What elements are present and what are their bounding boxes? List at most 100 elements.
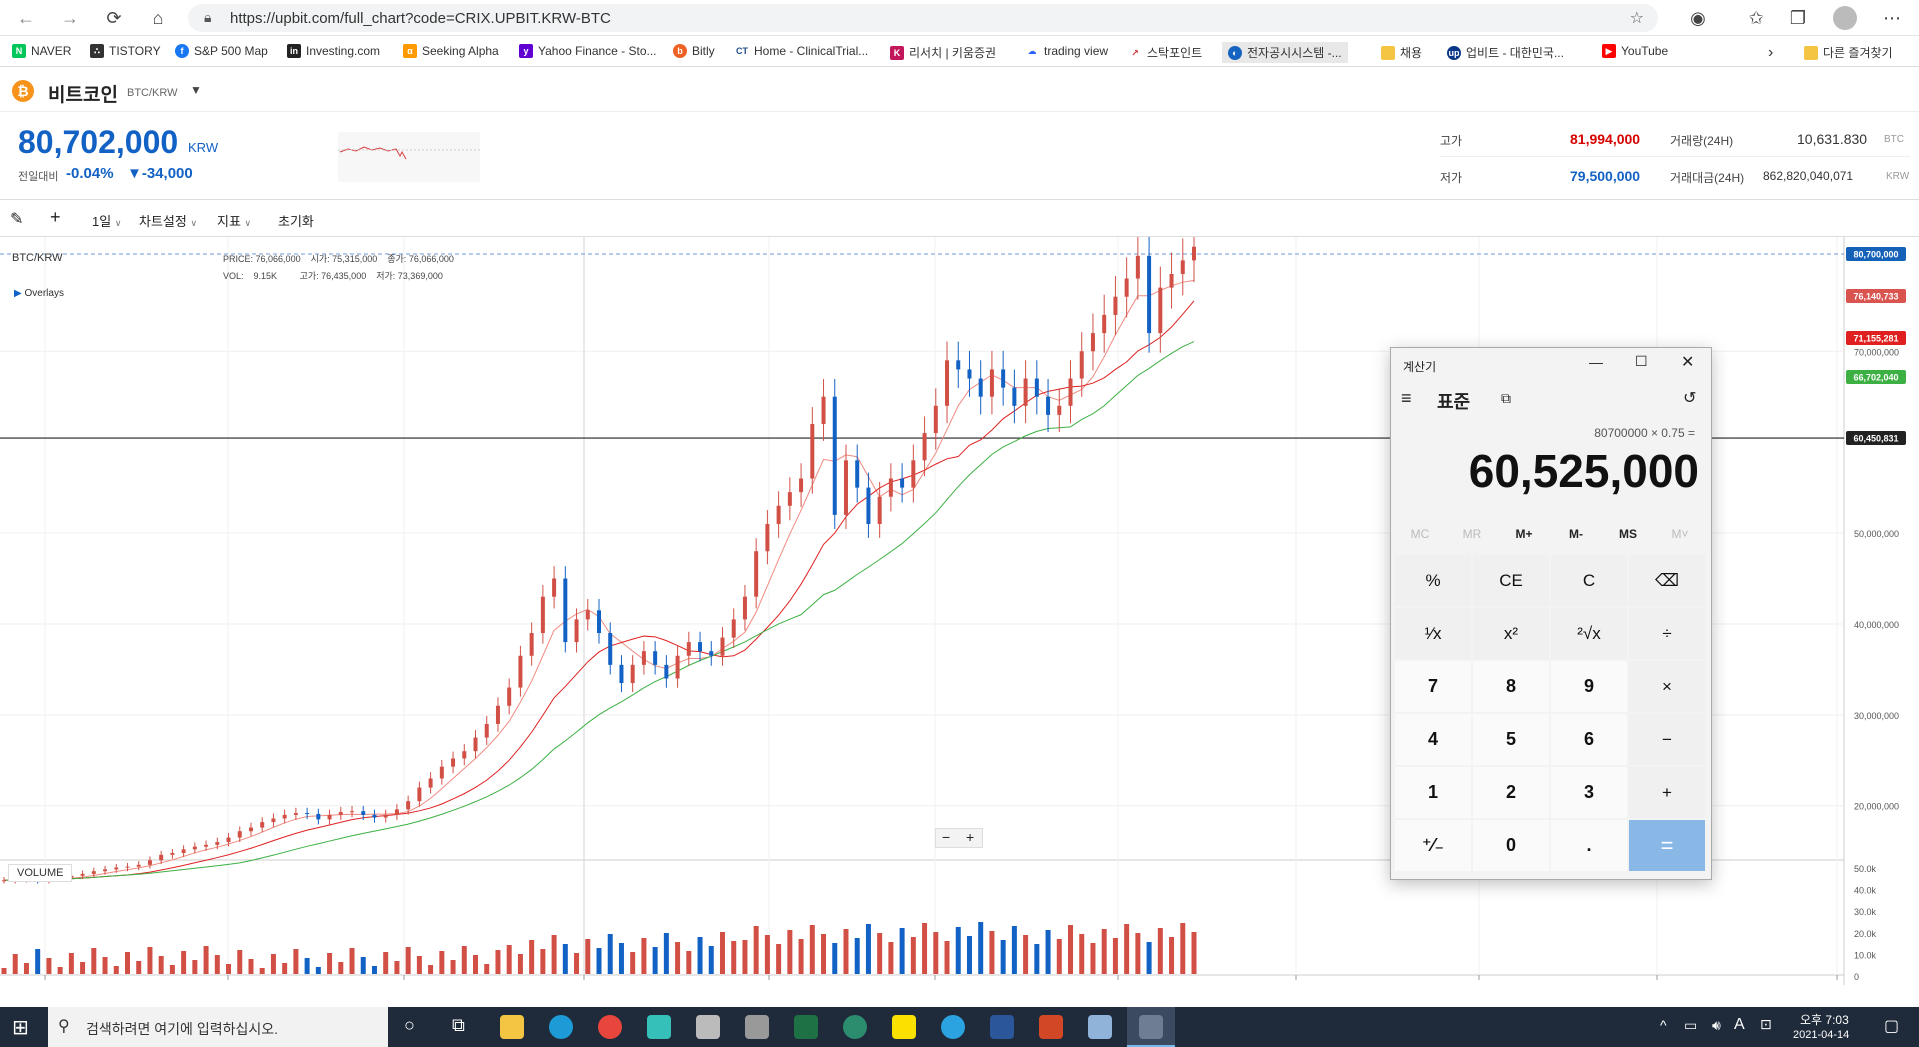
reciprocal-button[interactable]: ¹⁄x	[1395, 608, 1471, 659]
app-icon-bird[interactable]	[647, 1015, 671, 1039]
app-icon-paint[interactable]	[696, 1015, 720, 1039]
equals-button[interactable]: =	[1629, 820, 1705, 871]
word-icon[interactable]	[990, 1015, 1014, 1039]
forward-icon[interactable]: →	[61, 8, 79, 28]
clear-entry-button[interactable]: CE	[1473, 555, 1549, 606]
profile-avatar[interactable]	[1833, 6, 1857, 30]
bookmark-youtube[interactable]: ▶ YouTube	[1602, 44, 1668, 58]
edge-icon[interactable]	[549, 1015, 573, 1039]
clear-button[interactable]: C	[1551, 555, 1627, 606]
plus-icon[interactable]: +	[50, 207, 61, 227]
reset-button[interactable]: 초기화	[278, 214, 314, 229]
reload-icon[interactable]: ⟳	[106, 8, 122, 28]
app-icon-notes[interactable]	[1088, 1015, 1112, 1039]
keep-on-top-icon[interactable]: ⧉	[1501, 390, 1511, 406]
app-icon-globe[interactable]	[843, 1015, 867, 1039]
volume-icon[interactable]: 🔊︎	[1712, 1017, 1721, 1033]
plus-button[interactable]: +	[1629, 767, 1705, 818]
notification-icon[interactable]: ▢	[1884, 1018, 1900, 1035]
address-bar[interactable]: 🔒︎ https://upbit.com/full_chart?code=CRI…	[188, 4, 1658, 32]
backspace-button[interactable]: ⌫	[1629, 555, 1705, 606]
maximize-icon[interactable]: ☐	[1635, 353, 1648, 369]
bookmarks-more-chevron-icon[interactable]: ›	[1768, 44, 1774, 61]
more-menu-icon[interactable]: ⋯	[1883, 8, 1901, 28]
hamburger-menu-icon[interactable]: ≡	[1401, 388, 1412, 408]
zoom-in-icon[interactable]: +	[966, 829, 975, 845]
telegram-icon[interactable]	[941, 1015, 965, 1039]
kakaotalk-icon[interactable]	[892, 1015, 916, 1039]
calculator-taskbar-button[interactable]	[1127, 1007, 1175, 1047]
back-icon[interactable]: ←	[17, 8, 35, 28]
overlays-toggle[interactable]: ▶ Overlays	[14, 288, 64, 299]
taskbar-search-box[interactable]: ⚲ 검색하려면 여기에 입력하십시오.	[48, 1007, 388, 1047]
memory-add-button[interactable]: M+	[1515, 527, 1533, 541]
divide-button[interactable]: ÷	[1629, 608, 1705, 659]
digit-6-button[interactable]: 6	[1551, 714, 1627, 765]
bookmark-bitly[interactable]: b Bitly	[673, 44, 715, 58]
tray-chevron-icon[interactable]: ^	[1660, 1017, 1667, 1033]
task-view-icon[interactable]: ⧉	[452, 1015, 465, 1035]
bookmark-sp500[interactable]: f S&P 500 Map	[175, 44, 268, 58]
bookmark-naver[interactable]: N NAVER	[12, 44, 71, 58]
minus-button[interactable]: −	[1629, 714, 1705, 765]
file-explorer-icon[interactable]	[500, 1015, 524, 1039]
square-button[interactable]: x²	[1473, 608, 1549, 659]
negate-button[interactable]: ⁺⁄₋	[1395, 820, 1471, 871]
digit-0-button[interactable]: 0	[1473, 820, 1549, 871]
percent-button[interactable]: %	[1395, 555, 1471, 606]
close-icon[interactable]: ✕	[1681, 354, 1695, 371]
pencil-icon[interactable]: ✎	[10, 211, 24, 228]
memory-subtract-button[interactable]: M-	[1569, 527, 1583, 541]
coin-select-chevron-icon[interactable]: ▼	[190, 83, 202, 97]
ime-indicator[interactable]: A	[1734, 1016, 1745, 1033]
bookmark-upbit[interactable]: up 업비트 - 대한민국...	[1447, 45, 1564, 60]
home-icon[interactable]: ⌂	[152, 8, 164, 28]
favorites-icon[interactable]: ✩	[1748, 8, 1764, 28]
app-icon-brush[interactable]	[745, 1015, 769, 1039]
indicators-menu[interactable]: 지표 ∨	[217, 214, 252, 229]
bookmark-investing[interactable]: in Investing.com	[287, 44, 380, 58]
ime-korean-icon[interactable]: ⊡	[1760, 1016, 1772, 1032]
digit-7-button[interactable]: 7	[1395, 661, 1471, 712]
decimal-button[interactable]: .	[1551, 820, 1627, 871]
digit-5-button[interactable]: 5	[1473, 714, 1549, 765]
chrome-icon[interactable]	[598, 1015, 622, 1039]
history-icon[interactable]: ↺	[1683, 390, 1697, 407]
bookmark-yahoo[interactable]: y Yahoo Finance - Sto...	[519, 44, 657, 58]
bookmark-folder-jobs[interactable]: 채용	[1381, 44, 1422, 61]
chart-settings-menu[interactable]: 차트설정 ∨	[139, 214, 198, 229]
bookmark-tistory[interactable]: ∴ TISTORY	[90, 44, 161, 58]
memory-list-button[interactable]: M˅	[1671, 527, 1689, 541]
digit-3-button[interactable]: 3	[1551, 767, 1627, 818]
digit-8-button[interactable]: 8	[1473, 661, 1549, 712]
taskbar-date[interactable]: 2021-04-14	[1793, 1029, 1850, 1041]
bookmark-seekingalpha[interactable]: α Seeking Alpha	[403, 44, 499, 58]
cortana-icon[interactable]: ○	[404, 1015, 415, 1035]
zoom-out-icon[interactable]: −	[942, 829, 951, 845]
digit-1-button[interactable]: 1	[1395, 767, 1471, 818]
windows-start-icon[interactable]: ⊞	[12, 1017, 29, 1039]
square-root-button[interactable]: ²√x	[1551, 608, 1627, 659]
memory-recall-button[interactable]: MR	[1462, 527, 1482, 541]
minimize-icon[interactable]: —	[1589, 354, 1603, 370]
star-add-icon[interactable]: ☆	[1629, 10, 1644, 27]
digit-9-button[interactable]: 9	[1551, 661, 1627, 712]
digit-2-button[interactable]: 2	[1473, 767, 1549, 818]
bookmark-dart[interactable]: ◐ 전자공시시스템 -...	[1222, 42, 1348, 63]
other-bookmarks[interactable]: 다른 즐겨찾기	[1804, 44, 1893, 61]
digit-4-button[interactable]: 4	[1395, 714, 1471, 765]
bookmark-stockpoint[interactable]: ↗ 스탁포인트	[1128, 44, 1202, 61]
excel-icon[interactable]	[794, 1015, 818, 1039]
extension-icon[interactable]: ◉	[1690, 8, 1706, 28]
bookmark-clinicaltrials[interactable]: CT Home - ClinicalTrial...	[735, 44, 869, 58]
interval-select[interactable]: 1일 ∨	[92, 214, 122, 229]
multiply-button[interactable]: ×	[1629, 661, 1705, 712]
collections-icon[interactable]: ❐	[1789, 8, 1807, 28]
memory-store-button[interactable]: MS	[1619, 527, 1637, 541]
network-icon[interactable]: ▭	[1684, 1017, 1698, 1033]
powerpoint-icon[interactable]	[1039, 1015, 1063, 1039]
bookmark-kiwoom[interactable]: K 리서치 | 키움증권	[890, 44, 996, 61]
bookmark-tradingview[interactable]: ☁ trading view	[1025, 44, 1108, 58]
memory-clear-button[interactable]: MC	[1410, 527, 1430, 541]
taskbar-time[interactable]: 오후 7:03	[1800, 1013, 1849, 1027]
